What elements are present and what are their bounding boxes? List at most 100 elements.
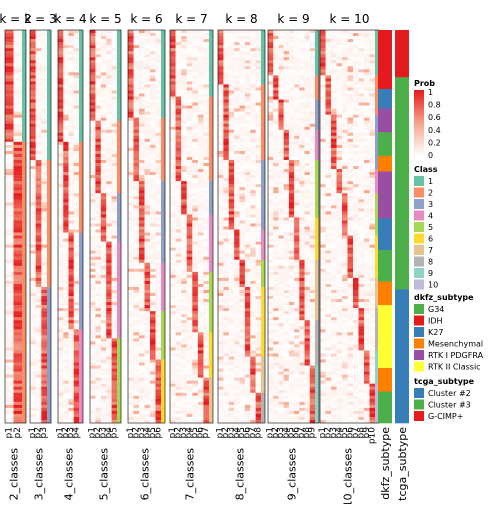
class-strip-cell <box>79 196 83 200</box>
heat-cell <box>73 96 80 100</box>
heat-cell <box>139 159 145 164</box>
heat-cell <box>144 69 151 73</box>
heat-cell <box>106 289 112 294</box>
heat-cell <box>100 196 107 200</box>
heat-cell <box>68 392 74 396</box>
heat-cell <box>218 30 224 34</box>
heat-cell <box>128 99 134 103</box>
heat-cell <box>250 175 256 179</box>
class-strip-cell <box>161 347 165 351</box>
class-strip-cell <box>261 66 265 70</box>
heat-cell <box>58 280 64 285</box>
heat-cell <box>170 277 176 282</box>
heat-cell <box>197 150 204 155</box>
heat-cell <box>181 293 187 297</box>
class-strip-cell <box>47 202 51 206</box>
heat-cell <box>13 350 23 354</box>
heat-cell <box>106 135 112 140</box>
heat-cell <box>73 389 80 393</box>
heat-cell <box>170 289 176 294</box>
class-strip-cell <box>161 247 165 251</box>
heat-cell <box>95 141 101 146</box>
heat-cell <box>35 359 42 363</box>
heat-cell <box>155 30 162 34</box>
heat-cell <box>155 135 162 140</box>
heat-cell <box>170 238 176 242</box>
heat-cell <box>100 93 107 97</box>
class-strip-cell <box>47 392 51 396</box>
heat-cell <box>197 57 204 61</box>
heat-cell <box>63 241 69 245</box>
heat-cell <box>35 166 42 170</box>
heat-cell <box>186 156 193 161</box>
heat-cell <box>197 395 204 400</box>
heat-cell <box>95 335 101 339</box>
heat-cell <box>175 365 182 369</box>
heat-cell <box>186 241 193 245</box>
class-strip-cell <box>209 114 213 118</box>
heat-cell <box>133 413 140 418</box>
heat-cell <box>181 69 187 73</box>
heat-cell <box>13 286 23 291</box>
heat-cell <box>139 377 145 381</box>
heat-cell <box>35 184 42 188</box>
heat-cell <box>68 147 74 152</box>
heat-cell <box>150 299 156 303</box>
heat-cell <box>155 407 162 412</box>
heat-cell <box>100 217 107 221</box>
heat-cell <box>41 93 48 97</box>
heat-cell <box>133 102 140 106</box>
heat-cell <box>63 172 69 176</box>
heat-cell <box>106 114 112 118</box>
class-strip-cell <box>209 108 213 112</box>
heat-cell <box>95 311 101 315</box>
heat-cell <box>5 54 14 58</box>
heat-cell <box>63 181 69 185</box>
heat-cell <box>186 265 193 270</box>
heat-cell <box>175 202 182 206</box>
heat-cell <box>106 105 112 109</box>
class-strip-cell <box>22 335 26 339</box>
heat-cell <box>90 280 96 285</box>
heat-cell <box>95 69 101 73</box>
heat-cell <box>150 193 156 197</box>
heat-cell <box>181 226 187 230</box>
heat-cell <box>90 335 96 339</box>
heat-cell <box>155 286 162 291</box>
heat-cell <box>175 280 182 285</box>
heat-cell <box>203 329 210 333</box>
heat-cell <box>73 289 80 294</box>
heat-cell <box>223 159 229 164</box>
class-strip-cell <box>209 141 213 146</box>
heat-cell <box>30 341 36 345</box>
heat-cell <box>175 356 182 360</box>
heat-cell <box>111 150 118 155</box>
heat-cell <box>133 33 140 37</box>
heat-cell <box>250 214 256 218</box>
heat-cell <box>41 114 48 118</box>
heat-cell <box>5 323 14 327</box>
heat-cell <box>5 416 14 421</box>
heat-cell <box>63 413 69 418</box>
heat-cell <box>139 347 145 351</box>
heat-cell <box>106 247 112 251</box>
class-strip-cell <box>79 247 83 251</box>
heat-cell <box>234 90 240 94</box>
class-strip-cell <box>79 314 83 318</box>
class-strip-cell <box>161 226 165 230</box>
heat-cell <box>175 90 182 94</box>
heat-cell <box>192 235 199 239</box>
heat-cell <box>186 305 193 309</box>
heat-cell <box>181 205 187 209</box>
heat-cell <box>197 293 204 297</box>
heat-cell <box>155 132 162 136</box>
class-strip-cell <box>22 211 26 215</box>
heat-cell <box>63 105 69 109</box>
heat-cell <box>73 247 80 251</box>
heat-cell <box>73 120 80 124</box>
heat-cell <box>150 93 156 97</box>
heat-cell <box>133 84 140 88</box>
heat-cell <box>250 108 256 112</box>
heat-cell <box>175 175 182 179</box>
